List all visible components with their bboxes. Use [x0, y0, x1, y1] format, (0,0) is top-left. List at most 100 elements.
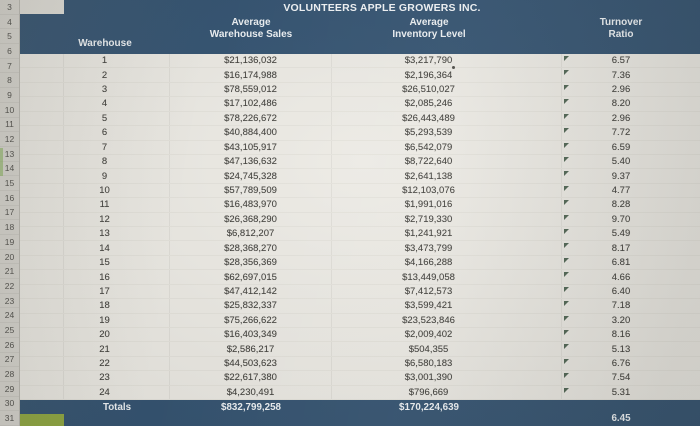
cell-empty[interactable]: [20, 97, 64, 111]
cell-warehouse[interactable]: 14: [64, 241, 170, 255]
row-number[interactable]: 9: [0, 88, 19, 103]
row-number[interactable]: 12: [0, 132, 19, 147]
cell-sales[interactable]: $6,812,207: [170, 227, 332, 241]
cell-sales[interactable]: $21,136,032: [170, 54, 332, 68]
cell-ratio[interactable]: 9.37: [562, 169, 700, 182]
cell-inventory[interactable]: $2,641,138: [332, 169, 562, 183]
cell-sales[interactable]: $16,403,349: [170, 328, 332, 342]
cell-inventory[interactable]: $2,085,246: [332, 97, 562, 111]
totals-sales[interactable]: $832,799,258: [221, 401, 281, 413]
cell-empty[interactable]: [20, 313, 64, 328]
cell-inventory[interactable]: $23,523,846: [332, 313, 562, 328]
cell-inventory[interactable]: $5,293,539: [332, 126, 562, 140]
cell-sales[interactable]: $40,884,400: [170, 126, 332, 140]
cell-empty[interactable]: [20, 68, 64, 82]
cell-sales[interactable]: $16,483,970: [170, 198, 332, 212]
row-number[interactable]: 14: [0, 162, 19, 177]
row-number[interactable]: 28: [0, 367, 19, 382]
row-number[interactable]: 7: [0, 59, 19, 74]
cell-sales[interactable]: $28,368,270: [170, 241, 332, 255]
empty-cell-a3[interactable]: [20, 0, 64, 14]
row-number[interactable]: 17: [0, 206, 19, 221]
cell-inventory[interactable]: $4,166,288: [332, 255, 562, 270]
cell-ratio[interactable]: 8.17: [562, 241, 700, 254]
totals-inventory[interactable]: $170,224,639: [399, 401, 459, 413]
row-number[interactable]: 29: [0, 382, 19, 397]
cell-warehouse[interactable]: 19: [64, 313, 170, 328]
cell-warehouse[interactable]: 18: [64, 299, 170, 313]
cell-sales[interactable]: $22,617,380: [170, 371, 332, 385]
header-avg-inventory-level[interactable]: Average Inventory Level: [392, 17, 466, 40]
cell-sales[interactable]: $57,789,509: [170, 183, 332, 198]
cell-ratio[interactable]: 2.96: [562, 112, 700, 125]
totals-label[interactable]: Totals: [102, 401, 132, 413]
sheet-title[interactable]: VOLUNTEERS APPLE GROWERS INC.: [283, 1, 481, 14]
cell-sales[interactable]: $43,105,917: [170, 140, 332, 154]
cell-warehouse[interactable]: 21: [64, 342, 170, 356]
cell-empty[interactable]: [20, 342, 64, 356]
row-number[interactable]: 4: [0, 15, 19, 30]
cell-ratio[interactable]: 6.76: [562, 357, 700, 370]
cell-warehouse[interactable]: 9: [64, 169, 170, 183]
cell-ratio[interactable]: 7.72: [562, 126, 700, 139]
cell-sales[interactable]: $4,230,491: [170, 385, 332, 400]
cell-ratio[interactable]: 7.54: [562, 371, 700, 384]
cell-warehouse[interactable]: 10: [64, 183, 170, 198]
cell-empty[interactable]: [20, 154, 64, 169]
cell-ratio[interactable]: 6.40: [562, 285, 700, 298]
cell-inventory[interactable]: $7,412,573: [332, 284, 562, 299]
header-avg-warehouse-sales[interactable]: Average Warehouse Sales: [209, 17, 293, 40]
cell-warehouse[interactable]: 7: [64, 140, 170, 154]
cell-sales[interactable]: $47,136,632: [170, 154, 332, 169]
cell-sales[interactable]: $28,356,369: [170, 255, 332, 270]
cell-empty[interactable]: [20, 270, 64, 284]
cell-sales[interactable]: $26,368,290: [170, 212, 332, 227]
row-number[interactable]: 5: [0, 29, 19, 45]
cell-warehouse[interactable]: 12: [64, 212, 170, 227]
row-number[interactable]: 8: [0, 73, 19, 89]
cell-warehouse[interactable]: 4: [64, 97, 170, 111]
cell-ratio[interactable]: 2.96: [562, 83, 700, 96]
cell-warehouse[interactable]: 15: [64, 255, 170, 270]
cell-ratio[interactable]: 4.77: [562, 184, 700, 197]
cell-ratio[interactable]: 8.16: [562, 328, 700, 341]
cell-inventory[interactable]: $12,103,076: [332, 183, 562, 198]
cell-warehouse[interactable]: 1: [64, 54, 170, 68]
cell-ratio[interactable]: 6.59: [562, 141, 700, 154]
cell-warehouse[interactable]: 23: [64, 371, 170, 385]
cell-ratio[interactable]: 5.13: [562, 342, 700, 355]
cell-warehouse[interactable]: 8: [64, 154, 170, 169]
cell-empty[interactable]: [20, 299, 64, 313]
cell-inventory[interactable]: $26,443,489: [332, 111, 562, 126]
row-number[interactable]: 31: [0, 411, 19, 426]
row-number[interactable]: 18: [0, 220, 19, 235]
cell-empty[interactable]: [20, 126, 64, 140]
row-number[interactable]: 3: [0, 0, 19, 15]
cell-ratio[interactable]: 5.40: [562, 155, 700, 168]
cell-warehouse[interactable]: 3: [64, 82, 170, 97]
row-number[interactable]: 23: [0, 294, 19, 309]
cell-empty[interactable]: [20, 212, 64, 227]
cell-warehouse[interactable]: 2: [64, 68, 170, 82]
row-number[interactable]: 25: [0, 323, 19, 338]
cell-empty[interactable]: [20, 169, 64, 183]
cell-empty[interactable]: [20, 328, 64, 342]
cell-empty[interactable]: [20, 140, 64, 154]
cell-sales[interactable]: $24,745,328: [170, 169, 332, 183]
cell-empty[interactable]: [20, 227, 64, 241]
cell-sales[interactable]: $17,102,486: [170, 97, 332, 111]
cell-warehouse[interactable]: 20: [64, 328, 170, 342]
green-cell[interactable]: [20, 414, 64, 426]
cell-inventory[interactable]: $2,009,402: [332, 328, 562, 342]
row-number[interactable]: 13: [0, 147, 19, 162]
cell-warehouse[interactable]: 17: [64, 284, 170, 299]
row-number[interactable]: 10: [0, 103, 19, 118]
cell-warehouse[interactable]: 13: [64, 227, 170, 241]
cell-inventory[interactable]: $3,001,390: [332, 371, 562, 385]
cell-sales[interactable]: $44,503,623: [170, 356, 332, 371]
cell-inventory[interactable]: $3,473,799: [332, 241, 562, 255]
header-warehouse[interactable]: Warehouse: [78, 38, 132, 50]
cell-ratio[interactable]: 3.20: [562, 314, 700, 327]
cell-empty[interactable]: [20, 82, 64, 97]
cell-ratio[interactable]: 4.66: [562, 270, 700, 283]
